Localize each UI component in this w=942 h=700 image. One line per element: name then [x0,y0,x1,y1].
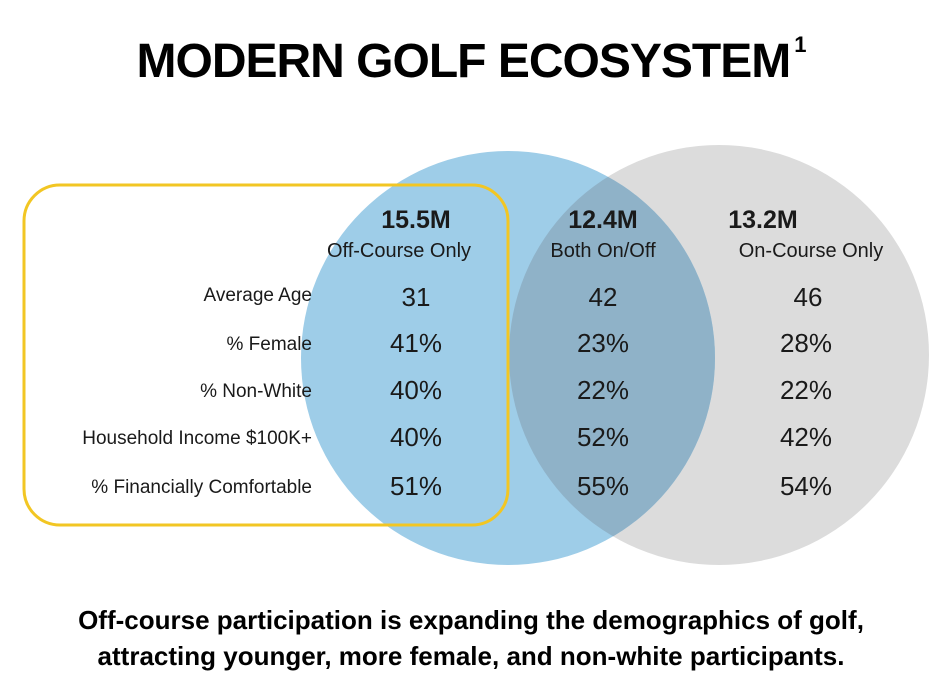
cell-off-course: 40% [389,422,443,452]
cell-on-course: 54% [779,471,833,501]
cell-off-course: 51% [389,471,443,501]
cell-on-course: 42% [779,422,833,452]
row-label: % Financially Comfortable [91,477,312,498]
cell-both: 42 [588,282,618,312]
group-label-off-course: Off-Course Only [326,240,472,262]
page-title: MODERN GOLF ECOSYSTEM 1 [136,32,807,89]
group-value-on-course: 13.2M [728,206,798,234]
group-value-both: 12.4M [568,206,638,234]
row-label: Household Income $100K+ [82,428,312,449]
cell-on-course: 46 [793,282,823,312]
footer-line-1: Off-course participation is expanding th… [78,605,864,635]
row-label: % Non-White [200,381,312,402]
cell-both: 22% [576,375,630,405]
title-area: MODERN GOLF ECOSYSTEM 1 [0,34,942,89]
row-label: Average Age [203,285,312,306]
footer-line-2: attracting younger, more female, and non… [97,641,845,671]
group-label-both: Both On/Off [550,240,656,262]
group-label-on-course: On-Course Only [738,240,884,262]
overlap-region [509,151,715,565]
title-footnote: 1 [794,32,806,57]
title-text: MODERN GOLF ECOSYSTEM [136,35,792,88]
cell-both: 23% [576,328,630,358]
row-label: % Female [226,334,312,355]
highlight-box [22,183,510,527]
footer-statement: Off-course participation is expanding th… [0,602,942,674]
group-value-off-course: 15.5M [381,206,451,234]
cell-off-course: 40% [389,375,443,405]
cell-both: 55% [576,471,630,501]
cell-both: 52% [576,422,630,452]
cell-off-course: 41% [389,328,443,358]
cell-on-course: 28% [779,328,833,358]
cell-off-course: 31 [401,282,431,312]
cell-on-course: 22% [779,375,833,405]
